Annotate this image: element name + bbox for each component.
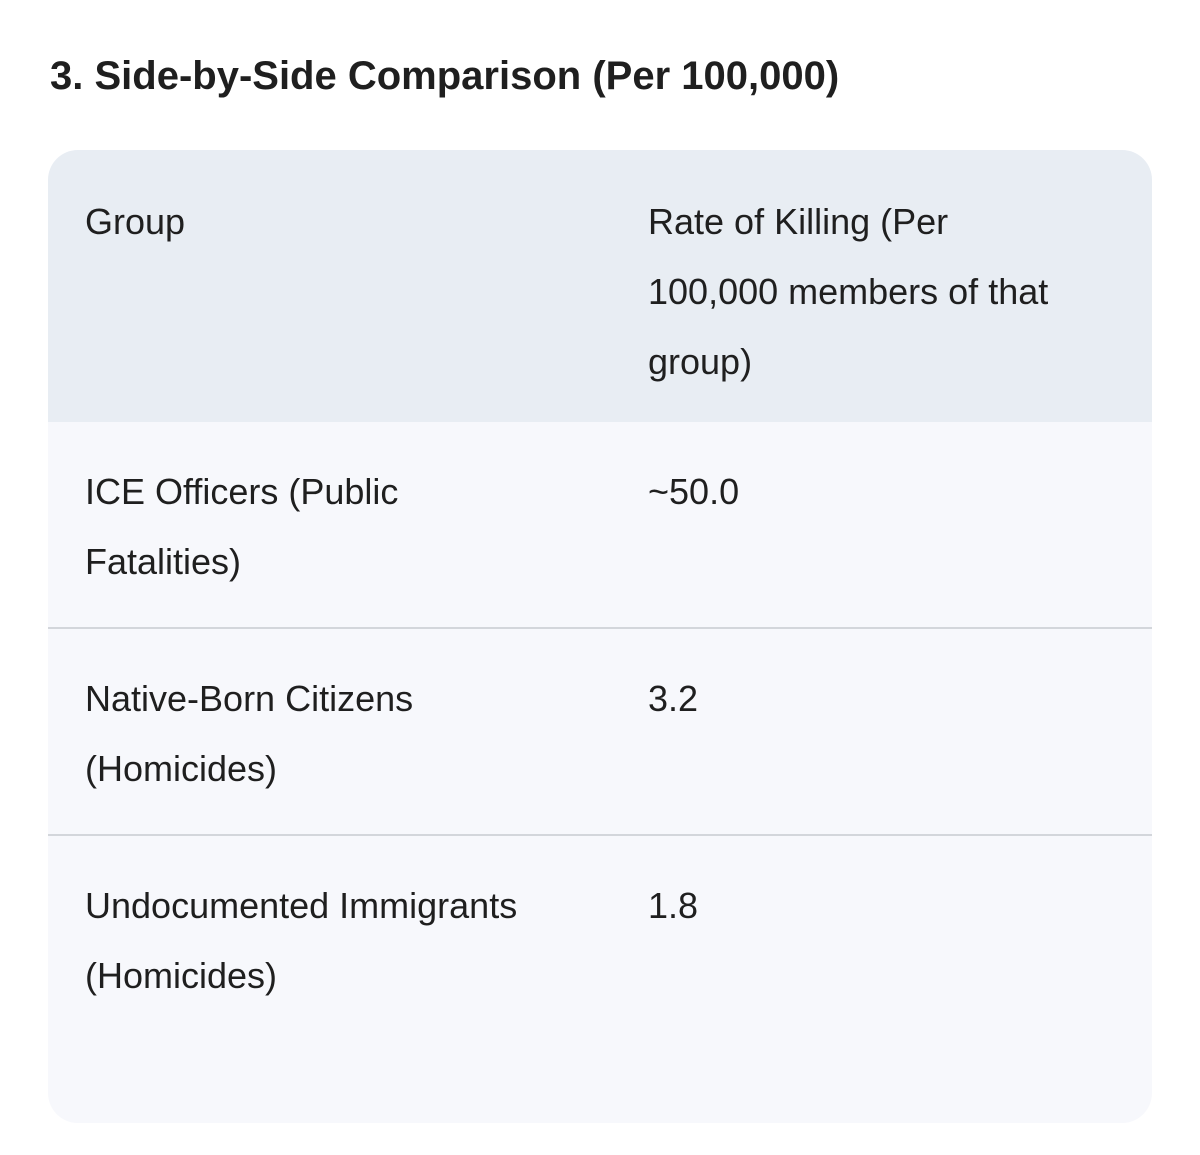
table-row: Undocumented Immigrants (Homicides) 1.8 xyxy=(48,836,1152,1011)
group-cell: ICE Officers (Public Fatalities) xyxy=(85,471,399,582)
group-cell: Undocumented Immigrants (Homicides) xyxy=(85,885,518,996)
rate-cell: 1.8 xyxy=(648,885,699,926)
rate-cell: ~50.0 xyxy=(648,471,740,512)
header-row: Group Rate of Killing (Per 100,000 membe… xyxy=(48,150,1152,422)
group-cell: Native-Born Citizens (Homicides) xyxy=(85,678,414,789)
rate-cell: 3.2 xyxy=(648,678,699,719)
header-cell: Group xyxy=(85,201,186,242)
heading: 3. Side-by-Side Comparison (Per 100,000) xyxy=(50,54,840,98)
table-row: Native-Born Citizens (Homicides) 3.2 xyxy=(48,629,1152,836)
header-cell: Rate of Killing (Per 100,000 members of … xyxy=(648,201,1049,382)
comparison-table: Group Rate of Killing (Per 100,000 membe… xyxy=(48,150,1152,1123)
table-row: ICE Officers (Public Fatalities) ~50.0 xyxy=(48,422,1152,629)
